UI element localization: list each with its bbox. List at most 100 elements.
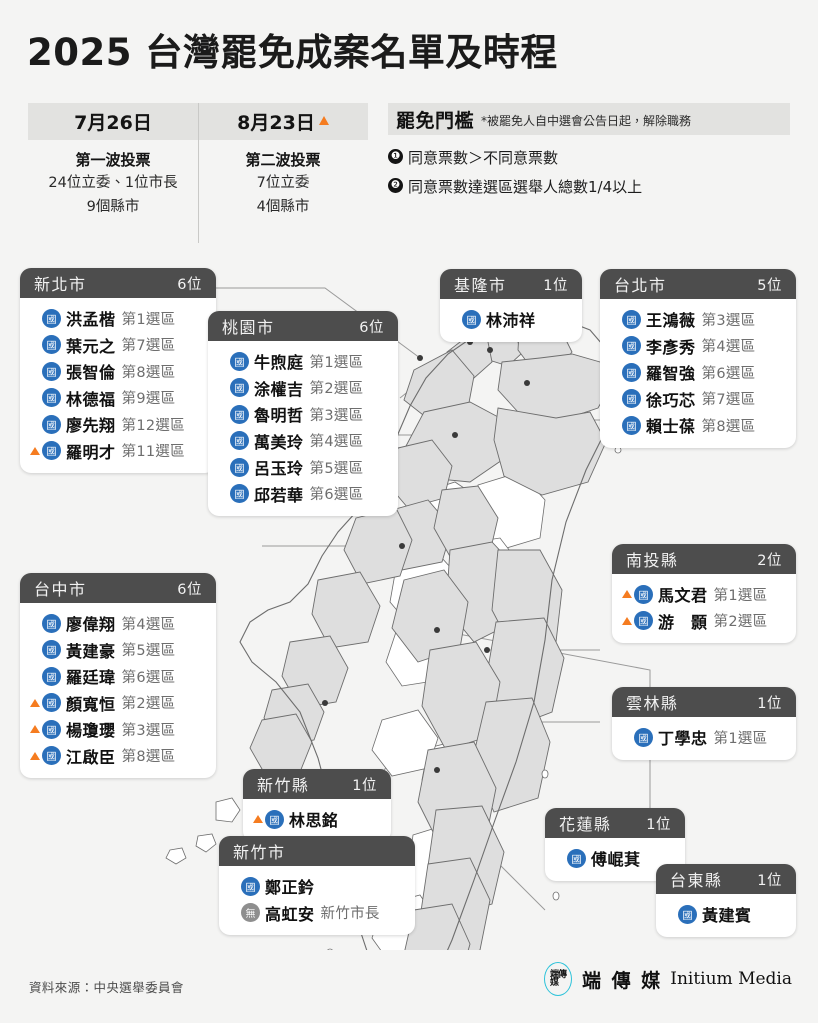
schedule-wave1-date: 7月26日 [28,103,198,140]
city-card-taichung[interactable]: 台中市 6位國廖偉翔 第4選區國黃建豪 第5選區國羅廷瑋 第6選區國顏寬恒 第2選區國楊瓊… [20,573,216,778]
recall-person-row[interactable]: 國李彥秀 第4選區 [600,333,796,360]
recall-person-row[interactable]: 國徐巧芯 第7選區 [600,386,796,413]
party-badge-icon: 國 [230,457,249,477]
city-name: 桃園市 [222,318,275,337]
map-counties-active [249,321,615,950]
party-badge-icon: 國 [230,351,249,371]
recall-person-row[interactable]: 國羅智強 第6選區 [600,359,796,386]
recall-person-row[interactable]: 國黃建賓 [656,901,796,928]
recall-person-row[interactable]: 國羅明才 第11選區 [20,438,216,465]
threshold-item-text: 同意票數＞不同意票數 [408,149,559,167]
city-recall-count: 1位 [757,695,782,712]
party-badge-icon: 國 [42,719,61,739]
party-badge-icon: 國 [230,484,249,504]
wave2-marker-triangle-icon [29,698,41,707]
brand-name-cn: 端 傳 媒 [582,969,663,992]
recall-person-row[interactable]: 國葉元之 第7選區 [20,332,216,359]
city-card-nantou[interactable]: 南投縣 2位國馬文君 第1選區國游 顥第2選區 [612,544,796,643]
recall-person-row[interactable]: 國呂玉玲 第5選區 [208,454,398,481]
recall-person-row[interactable]: 國張智倫 第8選區 [20,358,216,385]
wave2-detail-2: 4個縣市 [256,198,310,215]
recall-person-row[interactable]: 國魯明哲 第3選區 [208,401,398,428]
person-name: 洪孟楷 [66,310,116,330]
city-card-keelung[interactable]: 基隆市 1位國林沛祥 [440,269,582,342]
recall-person-row[interactable]: 國黃建豪 第5選區 [20,637,216,664]
party-badge-icon: 國 [42,613,61,633]
recall-person-row[interactable]: 國邱若華 第6選區 [208,481,398,508]
party-badge-icon: 國 [622,389,641,409]
city-card-header: 新竹縣 1位 [243,769,391,799]
person-district: 第1選區 [713,730,768,747]
party-badge-icon: 國 [634,727,653,747]
page-title: 2025 台灣罷免成案名單及時程 [27,31,558,74]
city-card-body: 國丁學忠 第1選區 [612,717,796,760]
person-name: 魯明哲 [254,406,304,426]
recall-person-row[interactable]: 國林沛祥 [440,306,582,333]
recall-person-row[interactable]: 國游 顥第2選區 [612,608,796,635]
person-district: 第2選區 [713,614,768,631]
city-card-new-taipei[interactable]: 新北市 6位國洪孟楷 第1選區國葉元之 第7選區國張智倫 第8選區國林德福 第9選區國廖先… [20,268,216,473]
source-note: 資料來源：中央選舉委員會 [29,980,184,995]
schedule-wave2-detail: 第二波投票 7位立委 4個縣市 [198,140,368,219]
recall-person-row[interactable]: 無高虹安 新竹市長 [219,900,415,927]
party-badge-icon: 國 [622,362,641,382]
wave1-label: 第一波投票 [75,151,151,169]
city-recall-count: 1位 [543,277,568,294]
city-name: 台北市 [614,276,667,295]
recall-person-row[interactable]: 國王鴻薇 第3選區 [600,306,796,333]
party-badge-icon: 國 [42,746,61,766]
recall-person-row[interactable]: 國江啟臣 第8選區 [20,743,216,770]
wave2-marker-triangle-icon [29,751,41,760]
wave2-date-label: 8月23日 [237,112,315,134]
city-card-body: 國牛煦庭 第1選區國涂權吉 第2選區國魯明哲 第3選區國萬美玲 第4選區國呂玉玲 第5選區… [208,341,398,516]
recall-person-row[interactable]: 國萬美玲 第4選區 [208,428,398,455]
person-district: 第5選區 [309,460,364,477]
person-name: 游 顥 [658,612,708,632]
recall-person-row[interactable]: 國馬文君 第1選區 [612,581,796,608]
wave1-detail-1: 24位立委、1位市長 [48,175,178,192]
threshold-box: 罷免門檻 *被罷免人自中選會公告日起，解除職務 ❶ 同意票數＞不同意票數 ❷ 同意票數… [388,103,790,203]
person-district: 第3選區 [121,722,176,739]
city-name: 南投縣 [626,551,679,570]
city-card-header: 南投縣 2位 [612,544,796,574]
person-district: 第9選區 [121,391,176,408]
person-name: 萬美玲 [254,432,304,452]
schedule-detail-row: 第一波投票 24位立委、1位市長 9個縣市 第二波投票 7位立委 4個縣市 [28,140,368,219]
city-card-hualien[interactable]: 花蓮縣 1位國傅崐萁 [545,808,685,881]
map-point-markers [322,339,530,773]
recall-person-row[interactable]: 國丁學忠 第1選區 [612,724,796,751]
party-badge-icon: 國 [42,414,61,434]
party-badge-icon: 國 [265,809,284,829]
city-card-taipei[interactable]: 台北市 5位國王鴻薇 第3選區國李彥秀 第4選區國羅智強 第6選區國徐巧芯 第7選區國賴士… [600,269,796,448]
city-card-body: 國林思銘 [243,799,391,842]
city-card-header: 台中市 6位 [20,573,216,603]
person-district: 第11選區 [121,444,185,461]
party-badge-icon: 國 [42,666,61,686]
recall-person-row[interactable]: 國羅廷瑋 第6選區 [20,663,216,690]
city-card-taitung[interactable]: 台東縣 1位國黃建賓 [656,864,796,937]
city-card-hsinchu-city[interactable]: 新竹市國鄭正鈐無高虹安 新竹市長 [219,836,415,935]
party-badge-icon: 國 [634,611,653,631]
recall-person-row[interactable]: 國鄭正鈐 [219,873,415,900]
city-card-yunlin[interactable]: 雲林縣 1位國丁學忠 第1選區 [612,687,796,760]
city-card-header: 台東縣 1位 [656,864,796,894]
recall-person-row[interactable]: 國傅崐萁 [545,845,685,872]
recall-person-row[interactable]: 國涂權吉 第2選區 [208,375,398,402]
city-card-hsinchu-county[interactable]: 新竹縣 1位國林思銘 [243,769,391,842]
recall-person-row[interactable]: 國廖先翔 第12選區 [20,411,216,438]
threshold-item-text: 同意票數達選區選舉人總數1/4以上 [408,178,643,197]
recall-person-row[interactable]: 國林德福 第9選區 [20,385,216,412]
threshold-item: ❷ 同意票數達選區選舉人總數1/4以上 [388,173,790,202]
recall-person-row[interactable]: 國顏寬恒 第2選區 [20,690,216,717]
person-name: 顏寬恒 [66,694,116,714]
recall-person-row[interactable]: 國林思銘 [243,806,391,833]
recall-person-row[interactable]: 國廖偉翔 第4選區 [20,610,216,637]
person-district: 新竹市長 [320,906,380,923]
city-card-taoyuan[interactable]: 桃園市 6位國牛煦庭 第1選區國涂權吉 第2選區國魯明哲 第3選區國萬美玲 第4選區國呂玉… [208,311,398,516]
recall-person-row[interactable]: 國楊瓊瓔 第3選區 [20,716,216,743]
person-name: 馬文君 [658,586,708,606]
person-district: 第4選區 [309,434,364,451]
recall-person-row[interactable]: 國賴士葆 第8選區 [600,412,796,439]
recall-person-row[interactable]: 國牛煦庭 第1選區 [208,348,398,375]
recall-person-row[interactable]: 國洪孟楷 第1選區 [20,305,216,332]
